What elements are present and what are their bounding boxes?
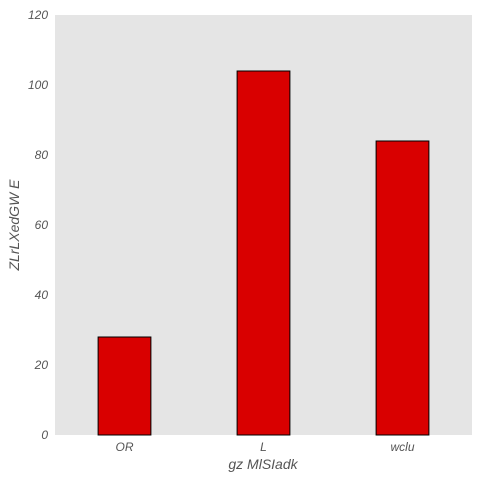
y-tick-label: 80 <box>35 148 49 162</box>
y-tick-label: 40 <box>35 288 49 302</box>
x-axis-title: gz MlSIadk <box>228 456 298 472</box>
y-tick-label: 100 <box>28 78 48 92</box>
bar-wclu <box>375 140 430 436</box>
bar-L <box>236 70 291 436</box>
y-tick-label: 20 <box>34 358 49 372</box>
y-tick-label: 60 <box>35 218 49 232</box>
x-tick-label: L <box>260 440 267 454</box>
y-tick-labels: 0 20 40 60 80 100 120 <box>28 8 48 442</box>
x-tick-label: OR <box>116 440 134 454</box>
bars-group <box>97 70 430 436</box>
y-axis-title: ZLrLXedGW E <box>6 179 22 272</box>
y-tick-label: 120 <box>28 8 48 22</box>
bar-OR <box>97 336 152 436</box>
x-tick-label: wclu <box>390 440 414 454</box>
y-tick-label: 0 <box>41 428 48 442</box>
